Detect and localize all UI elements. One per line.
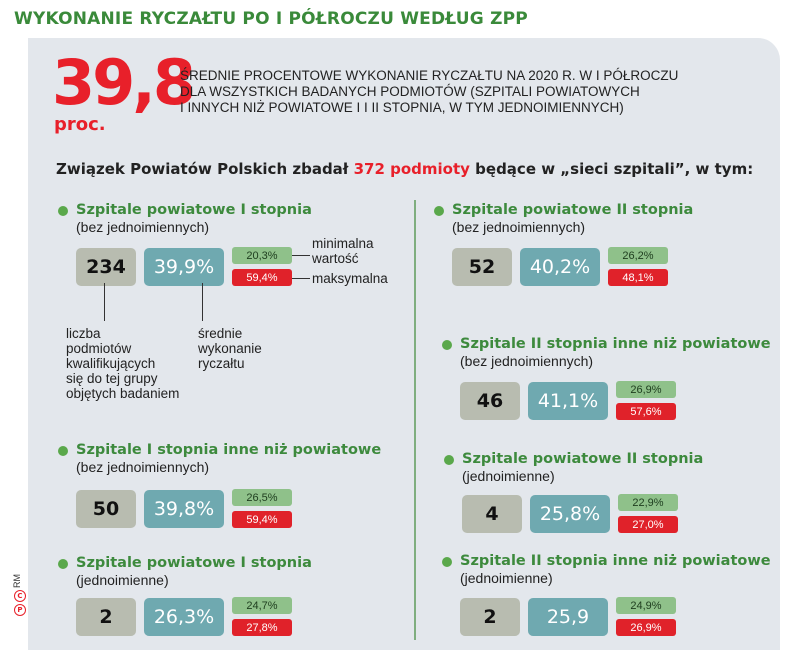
bullet-icon <box>434 206 444 216</box>
min-value: 26,5% <box>232 489 292 506</box>
column-divider <box>414 200 416 640</box>
group-title: Szpitale powiatowe I stopnia <box>76 555 312 571</box>
bullet-icon <box>442 340 452 350</box>
bullet-icon <box>444 455 454 465</box>
group-subtitle: (jednoimienne) <box>76 572 169 588</box>
group-title: Szpitale powiatowe I stopnia <box>76 202 312 218</box>
average-value: 39,8% <box>144 490 224 528</box>
count-legend-line: podmiotów <box>66 341 132 356</box>
count-legend-line: objętych badaniem <box>66 386 180 401</box>
min-value: 20,3% <box>232 247 292 264</box>
headline-description-line: DLA WSZYSTKICH BADANYCH PODMIOTÓW (SZPIT… <box>180 84 640 99</box>
avg-legend-line: ryczałtu <box>198 356 245 371</box>
max-legend: maksymalna <box>312 271 388 286</box>
average-value: 40,2% <box>520 248 600 286</box>
count-legend-line: kwalifikujących <box>66 356 156 371</box>
headline-description-line: ŚREDNIE PROCENTOWE WYKONANIE RYCZAŁTU NA… <box>180 68 679 83</box>
group-subtitle: (jednoimienne) <box>460 570 553 586</box>
max-value: 27,0% <box>618 516 678 533</box>
count-value: 4 <box>462 495 522 533</box>
group-subtitle: (bez jednoimiennych) <box>460 353 594 369</box>
count-value: 234 <box>76 248 136 286</box>
count-connector <box>104 283 105 321</box>
max-value: 48,1% <box>608 269 668 286</box>
study-highlight: 372 podmioty <box>353 160 470 178</box>
max-value: 59,4% <box>232 511 292 528</box>
min-legend: minimalna wartość <box>312 236 374 266</box>
headline-value: 39,8 <box>52 46 196 119</box>
count-value: 2 <box>460 598 520 636</box>
page-title: WYKONANIE RYCZAŁTU PO I PÓŁROCZU WEDŁUG … <box>14 9 528 29</box>
count-legend-line: liczba <box>66 326 101 341</box>
min-value: 22,9% <box>618 494 678 511</box>
group-title: Szpitale I stopnia inne niż powiatowe <box>76 442 382 458</box>
average-value: 25,9 <box>528 598 608 636</box>
avg-legend-line: średnie <box>198 326 243 341</box>
count-legend-line: się do tej grupy <box>66 371 158 386</box>
logo-icon: P <box>14 604 26 616</box>
headline-unit: proc. <box>54 114 106 135</box>
average-value: 25,8% <box>530 495 610 533</box>
min-value: 24,7% <box>232 597 292 614</box>
min-legend-line: minimalna <box>312 236 374 251</box>
group-title: Szpitale powiatowe II stopnia <box>462 451 704 467</box>
min-legend-line: wartość <box>312 251 359 266</box>
max-value: 26,9% <box>616 619 676 636</box>
min-value: 24,9% <box>616 597 676 614</box>
bullet-icon <box>58 206 68 216</box>
study-suffix: będące w „sieci szpitali”, w tym: <box>469 160 754 178</box>
count-legend: liczba podmiotów kwalifikujących się do … <box>66 326 179 401</box>
bullet-icon <box>58 559 68 569</box>
average-value: 39,9% <box>144 248 224 286</box>
content-panel <box>28 38 780 650</box>
max-value: 59,4% <box>232 269 292 286</box>
max-value: 27,8% <box>232 619 292 636</box>
study-prefix: Związek Powiatów Polskich zbadał <box>56 160 354 178</box>
group-subtitle: (bez jednoimiennych) <box>76 459 210 475</box>
count-value: 2 <box>76 598 136 636</box>
min-value: 26,2% <box>608 247 668 264</box>
credit: RM <box>12 574 22 588</box>
group-subtitle: (bez jednoimiennych) <box>76 219 210 235</box>
study-summary: Związek Powiatów Polskich zbadał 372 pod… <box>56 160 753 178</box>
count-value: 46 <box>460 382 520 420</box>
avg-legend: średnie wykonanie ryczałtu <box>198 326 262 371</box>
min-value: 26,9% <box>616 381 676 398</box>
logo-icon: C <box>14 590 26 602</box>
avg-legend-line: wykonanie <box>198 341 262 356</box>
max-value: 57,6% <box>616 403 676 420</box>
group-title: Szpitale II stopnia inne niż powiatowe <box>460 336 771 352</box>
bullet-icon <box>442 557 452 567</box>
average-value: 41,1% <box>528 382 608 420</box>
group-title: Szpitale II stopnia inne niż powiatowe <box>460 553 771 569</box>
max-connector <box>292 278 310 279</box>
group-title: Szpitale powiatowe II stopnia <box>452 202 694 218</box>
headline-description: ŚREDNIE PROCENTOWE WYKONANIE RYCZAŁTU NA… <box>180 68 700 116</box>
count-value: 50 <box>76 490 136 528</box>
bullet-icon <box>58 446 68 456</box>
headline-description-line: I INNYCH NIŻ POWIATOWE I I II STOPNIA, W… <box>180 100 624 115</box>
group-subtitle: (jednoimienne) <box>462 468 555 484</box>
header: WYKONANIE RYCZAŁTU PO I PÓŁROCZU WEDŁUG … <box>0 0 788 38</box>
avg-connector <box>202 283 203 321</box>
min-connector <box>292 255 310 256</box>
count-value: 52 <box>452 248 512 286</box>
average-value: 26,3% <box>144 598 224 636</box>
group-subtitle: (bez jednoimiennych) <box>452 219 586 235</box>
